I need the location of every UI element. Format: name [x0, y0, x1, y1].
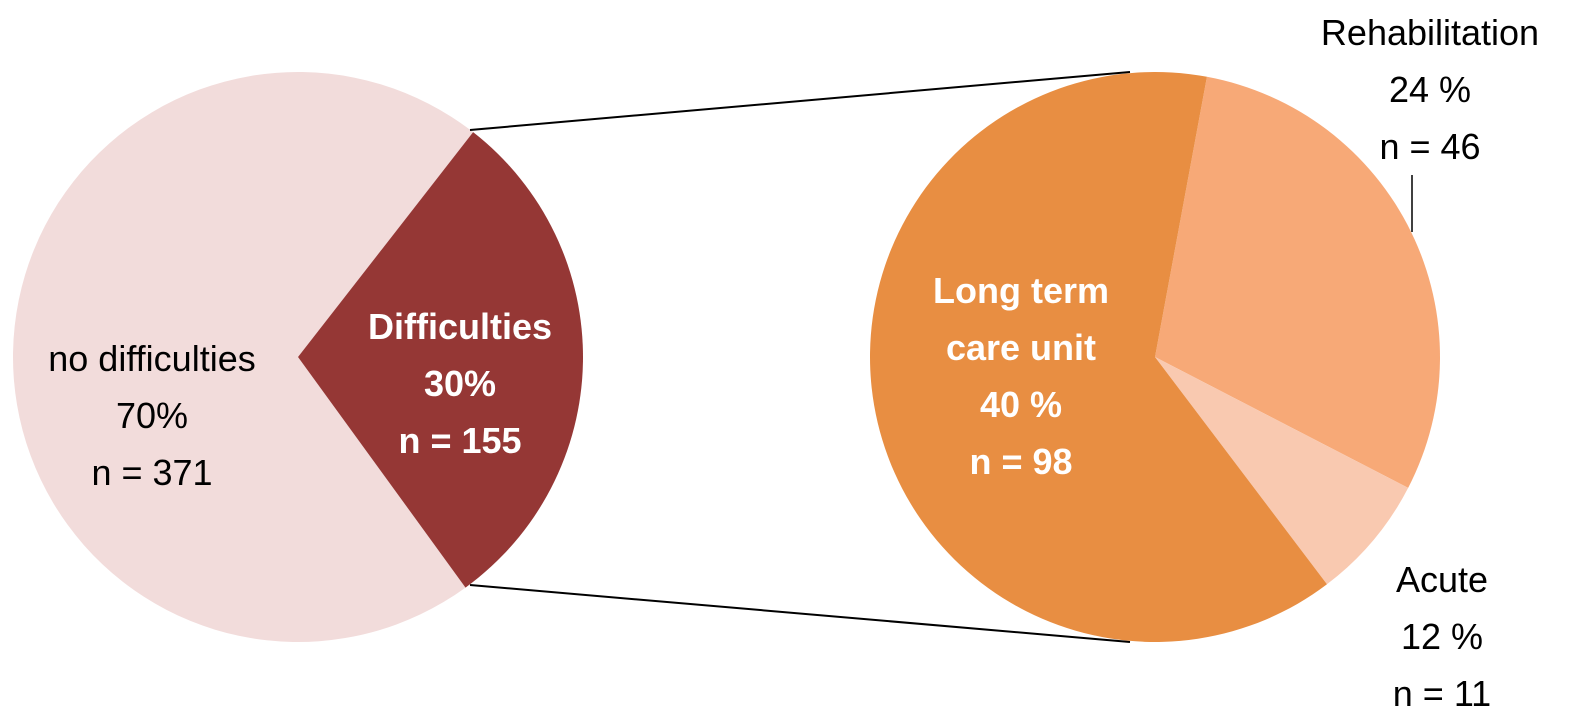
percent-label: 24 %: [1388, 69, 1472, 110]
value-label: n = 11: [1392, 673, 1492, 714]
value-label: n = 46: [1379, 126, 1481, 167]
percent-label: 12 %: [1400, 616, 1484, 657]
slice-label: Acute 12 % n = 11: [1342, 551, 1542, 722]
category-label: no difficulties: [48, 338, 256, 379]
value-label: n = 155: [398, 420, 522, 461]
connector-line: [469, 71, 1131, 131]
category-label: Long term care unit: [933, 270, 1109, 368]
pie-slice: [298, 132, 583, 588]
percent-label: 30%: [423, 363, 497, 404]
value-label: n = 371: [91, 452, 213, 493]
connector-line: [469, 584, 1131, 643]
slice-label: no difficulties 70% n = 371: [2, 330, 302, 501]
category-label: Difficulties: [367, 306, 553, 347]
pie-slice: [1155, 76, 1440, 488]
percent-label: 70%: [115, 395, 189, 436]
pie-slice: [13, 71, 474, 642]
value-label: n = 98: [969, 441, 1073, 482]
pie-slice: [1155, 357, 1409, 585]
category-label: Rehabilitation: [1320, 12, 1540, 53]
pie-slice: [870, 72, 1327, 642]
percent-label: 40 %: [979, 384, 1063, 425]
slice-label: Rehabilitation 24 % n = 46: [1280, 4, 1580, 175]
slice-label: Difficulties 30% n = 155: [330, 298, 590, 469]
category-label: Acute: [1395, 559, 1489, 600]
slice-label: Long term care unit 40 % n = 98: [906, 262, 1136, 490]
